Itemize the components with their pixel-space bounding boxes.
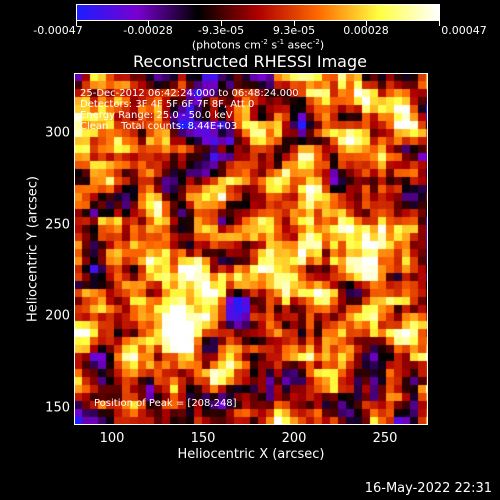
x-tick-label: 150	[190, 431, 216, 446]
colorbar	[76, 4, 440, 21]
colorbar-tick	[439, 21, 440, 26]
plot-frame	[74, 73, 428, 425]
x-axis-label: Heliocentric X (arcsec)	[177, 447, 325, 462]
y-tick-label: 200	[45, 308, 70, 324]
x-tick-label: 250	[372, 431, 398, 446]
colorbar-units: (photons cm-2 s-1 asec-2)	[191, 38, 325, 52]
y-tick-label: 150	[45, 400, 70, 416]
colorbar-tick	[148, 21, 149, 26]
y-tick-label: 250	[45, 217, 70, 233]
colorbar-label: 0.00047	[441, 24, 487, 37]
timestamp: 16-May-2022 22:31	[364, 481, 492, 496]
colorbar-tick	[294, 21, 295, 26]
rhessi-image	[74, 73, 428, 425]
x-tick-label: 100	[99, 431, 125, 446]
total-counts-text: Clean Total counts: 8.44E+03	[80, 121, 238, 132]
colorbar-label: -0.00028	[123, 24, 173, 37]
x-tick-label: 200	[281, 431, 307, 446]
detectors-text: Detectors: 3F 4F 5F 6F 7F 8F, Att 0	[80, 99, 255, 110]
y-tick-label: 300	[45, 125, 70, 141]
colorbar-label: -9.3e-05	[197, 24, 245, 37]
time-range-text: 25-Dec-2012 06:42:24.000 to 06:48:24.000	[80, 88, 299, 99]
colorbar-tick	[221, 21, 222, 26]
colorbar-label: -0.00047	[33, 24, 83, 37]
colorbar-label: 0.00028	[343, 24, 389, 37]
colorbar-label: 9.3e-05	[272, 24, 316, 37]
plot-title: Reconstructed RHESSI Image	[133, 52, 367, 71]
colorbar-tick	[366, 21, 367, 26]
plot-area	[74, 73, 428, 425]
energy-range-text: Energy Range: 25.0 - 50.0 keV	[80, 110, 233, 121]
colorbar-tick	[76, 21, 77, 26]
peak-position-text: Position of Peak = [208,248]	[94, 398, 237, 409]
y-axis-label: Heliocentric Y (arcsec)	[25, 176, 41, 322]
